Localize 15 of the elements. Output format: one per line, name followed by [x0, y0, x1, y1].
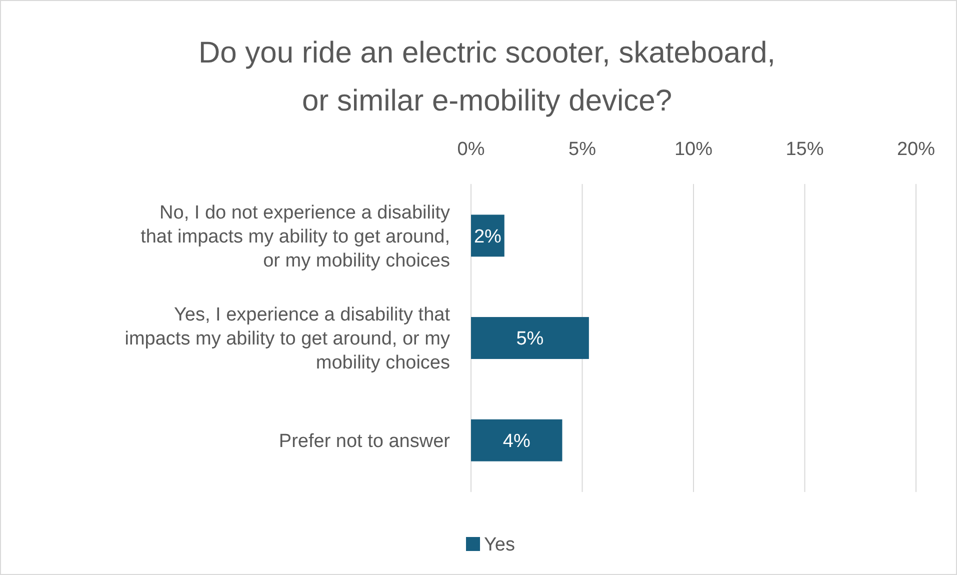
y-tick-label: Prefer not to answer — [278, 430, 451, 452]
chart-title: Do you ride an electric scooter, skateboard, or similar e-mobility device? — [198, 36, 776, 118]
data-label: 2% — [474, 226, 502, 248]
x-tick-label: 10% — [674, 139, 713, 160]
legend-label: Yes — [484, 534, 515, 556]
y-tick-label: No, I do not experience a disability that impacts my ability to get around, or my mobility choices — [140, 202, 450, 272]
x-tick-label: 20% — [896, 139, 936, 160]
x-tick-label: 5% — [568, 139, 596, 160]
bar — [471, 317, 589, 359]
data-label: 5% — [516, 328, 544, 350]
data-label: 4% — [502, 430, 530, 452]
x-tick-label: 0% — [457, 139, 485, 160]
y-tick-label: Yes, I experience a disability that impacts my ability to get around, or my mobility choices — [124, 304, 451, 374]
x-tick-label: 15% — [786, 139, 824, 160]
bar — [471, 419, 562, 462]
